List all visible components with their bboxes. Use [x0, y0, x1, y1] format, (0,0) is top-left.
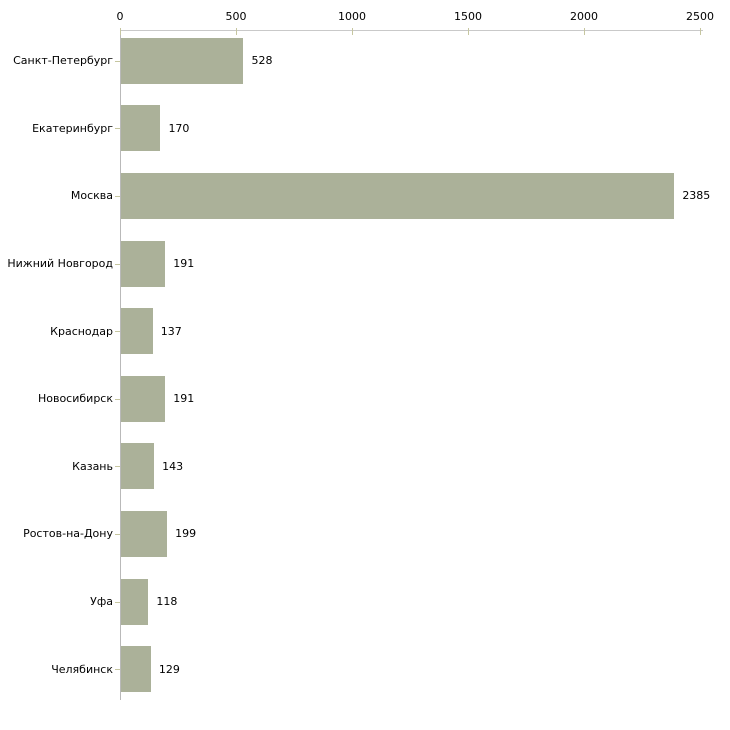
bar [121, 511, 168, 557]
category-label: Екатеринбург [32, 121, 113, 135]
value-label: 2385 [682, 189, 711, 203]
category-tick-mark [115, 601, 120, 603]
bar [121, 240, 166, 287]
bar [121, 37, 244, 84]
value-label: 191 [173, 257, 195, 271]
category-tick-mark [115, 331, 120, 333]
category-label: Уфа [90, 595, 113, 609]
bar [121, 105, 161, 152]
x-tick-mark [700, 28, 701, 35]
value-label: 118 [156, 595, 178, 609]
x-tick-mark [352, 28, 353, 35]
category-tick-mark [115, 196, 120, 197]
category-label: Новосибирск [37, 392, 113, 406]
value-label: 191 [173, 392, 195, 406]
value-label: 528 [251, 54, 273, 68]
category-label: Краснодар [50, 324, 113, 338]
value-label: 170 [168, 121, 190, 135]
x-tick-label: 2500 [686, 10, 714, 23]
category-label: Москва [70, 189, 113, 203]
category-tick-mark [115, 128, 120, 130]
category-tick-mark [115, 466, 120, 468]
bar [121, 646, 151, 693]
x-tick-mark [584, 28, 585, 35]
x-tick-label: 1000 [338, 10, 366, 23]
bar [121, 375, 166, 422]
x-tick-label: 2000 [570, 10, 598, 23]
category-tick-mark [115, 398, 120, 400]
category-tick-mark [115, 534, 120, 535]
category-label: Нижний Новгород [7, 257, 113, 271]
category-label: Казань [72, 459, 113, 473]
category-tick-mark [115, 669, 120, 671]
x-axis-line [120, 30, 703, 31]
bar [121, 443, 155, 490]
bar [121, 173, 675, 219]
category-label: Ростов-на-Дону [23, 527, 113, 541]
category-label: Челябинск [51, 662, 113, 676]
value-label: 143 [162, 459, 184, 473]
x-tick-label: 1500 [454, 10, 482, 23]
category-tick-mark [115, 60, 120, 62]
value-label: 129 [158, 662, 180, 676]
category-tick-mark [115, 263, 120, 265]
x-tick-mark [236, 28, 237, 35]
bar [121, 308, 153, 355]
x-tick-label: 500 [225, 10, 247, 23]
x-tick-mark [120, 28, 121, 35]
category-label: Санкт-Петербург [13, 54, 113, 68]
x-tick-label: 0 [116, 10, 124, 23]
value-label: 137 [160, 324, 182, 338]
value-label: 199 [175, 527, 197, 541]
bar [121, 578, 149, 625]
x-tick-mark [468, 28, 469, 35]
y-axis-line [120, 30, 121, 700]
